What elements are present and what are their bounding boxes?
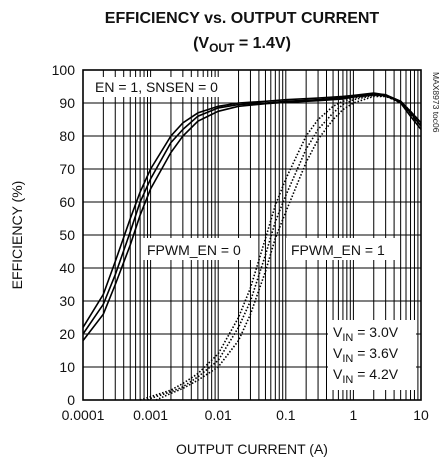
condition-label-background	[90, 77, 238, 97]
legend-background	[328, 320, 416, 390]
fpwm1-label-background	[286, 238, 396, 260]
legend-sub: IN	[342, 353, 353, 365]
fpwm0-annotation: FPWM_EN = 0	[147, 242, 241, 258]
condition-annotation: EN = 1, SNSEN = 0	[95, 79, 218, 95]
legend-value: = 3.6V	[353, 345, 398, 361]
legend-v: V	[333, 345, 343, 361]
plot-series	[82, 92, 422, 401]
x-tick-label: 0.001	[133, 407, 168, 423]
x-axis-label: OUTPUT CURRENT (A)	[176, 441, 328, 457]
y-tick-label: 70	[59, 161, 75, 177]
legend-value: = 3.0V	[353, 324, 398, 340]
plot-frame	[82, 69, 422, 401]
chart-title: EFFICIENCY vs. OUTPUT CURRENT	[105, 10, 380, 27]
legend-sub: IN	[342, 332, 353, 344]
series-line	[147, 94, 422, 401]
series-line	[139, 93, 422, 401]
y-tick-label: 40	[59, 260, 75, 276]
series-line	[82, 92, 422, 328]
legend-entry: VIN = 3.0V	[333, 324, 399, 344]
y-tick-label: 30	[59, 293, 75, 309]
x-tick-label: 1	[350, 407, 358, 423]
x-tick-label: 0.01	[205, 407, 232, 423]
series-line	[82, 93, 422, 342]
legend-v: V	[333, 366, 343, 382]
legend-entry: VIN = 3.6V	[333, 345, 399, 365]
fpwm0-label-background	[142, 238, 252, 260]
y-tick-label: 100	[52, 62, 76, 78]
subtitle-prefix: (V	[193, 35, 209, 52]
subtitle-suffix: = 1.4V)	[234, 35, 290, 52]
y-tick-label: 10	[59, 359, 75, 375]
legend-value: = 4.2V	[353, 366, 398, 382]
x-tick-labels: 0.0001 0.001 0.01 0.1 1 10	[62, 407, 429, 423]
y-tick-labels: 0 10 20 30 40 50 60 70 80 90 100	[52, 62, 76, 408]
series-line	[155, 95, 422, 401]
y-tick-label: 60	[59, 194, 75, 210]
x-tick-label: 0.1	[276, 407, 296, 423]
legend-sub: IN	[342, 374, 353, 386]
y-tick-label: 0	[67, 392, 75, 408]
y-axis-label: EFFICIENCY (%)	[9, 181, 25, 290]
subtitle-subscript: OUT	[209, 41, 235, 55]
fpwm1-annotation: FPWM_EN = 1	[291, 242, 385, 258]
x-tick-label: 0.0001	[62, 407, 105, 423]
y-tick-label: 20	[59, 326, 75, 342]
legend-v: V	[333, 324, 343, 340]
y-tick-label: 80	[59, 128, 75, 144]
part-number-label: MAX8973 toc06	[431, 72, 441, 133]
legend-entry: VIN = 4.2V	[333, 366, 399, 386]
y-tick-label: 90	[59, 95, 75, 111]
x-tick-label: 10	[413, 407, 429, 423]
y-tick-label: 50	[59, 227, 75, 243]
chart-subtitle: (VOUT = 1.4V)	[193, 35, 291, 55]
